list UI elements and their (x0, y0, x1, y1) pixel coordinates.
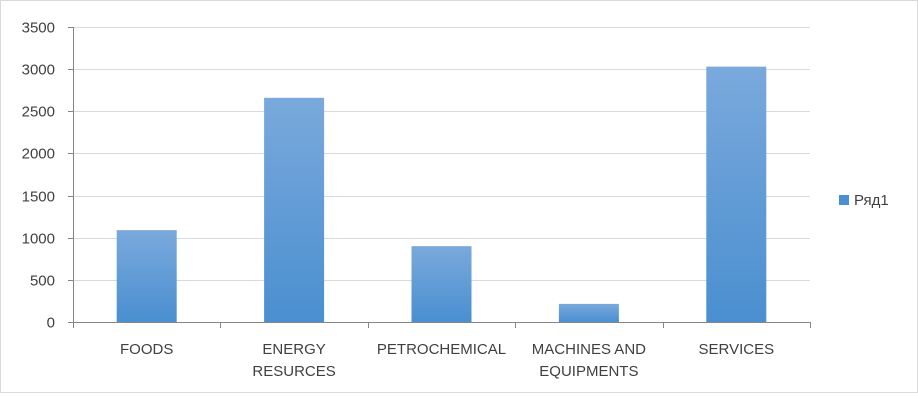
bar-energy-resurces (264, 97, 325, 322)
y-tick-label: 3000 (22, 62, 55, 79)
y-tick-label: 500 (30, 273, 55, 290)
x-tick-label: MACHINES AND (532, 341, 646, 358)
y-tick-label: 1500 (22, 189, 55, 206)
x-axis-tick-labels: FOODS ENERGY RESURCES PETROCHEMICAL MACHINES… (120, 341, 774, 380)
gridlines (68, 27, 810, 323)
y-axis-tick-labels: 0 500 1000 1500 2000 2500 3000 3500 (22, 20, 55, 332)
x-tick-label: PETROCHEMICAL (377, 341, 506, 358)
y-tick-label: 3500 (22, 20, 55, 37)
legend-label: Ряд1 (854, 192, 889, 209)
bars (116, 66, 767, 322)
bar-services (706, 66, 767, 322)
x-tick-label: EQUIPMENTS (539, 363, 638, 380)
x-tick-label: SERVICES (699, 341, 775, 358)
y-tick-label: 0 (47, 315, 55, 332)
y-tick-label: 2500 (22, 104, 55, 121)
bar-petrochemical (411, 246, 472, 322)
legend-swatch (839, 195, 849, 205)
legend: Ряд1 (839, 192, 889, 209)
x-tick-label: ENERGY (262, 341, 325, 358)
bar-machines-and-equipments (558, 303, 619, 322)
y-tick-label: 1000 (22, 231, 55, 248)
x-tick-label: RESURCES (252, 363, 335, 380)
x-axis (73, 27, 811, 328)
y-tick-label: 2000 (22, 146, 55, 163)
x-tick-label: FOODS (120, 341, 173, 358)
bar-foods (116, 230, 177, 322)
